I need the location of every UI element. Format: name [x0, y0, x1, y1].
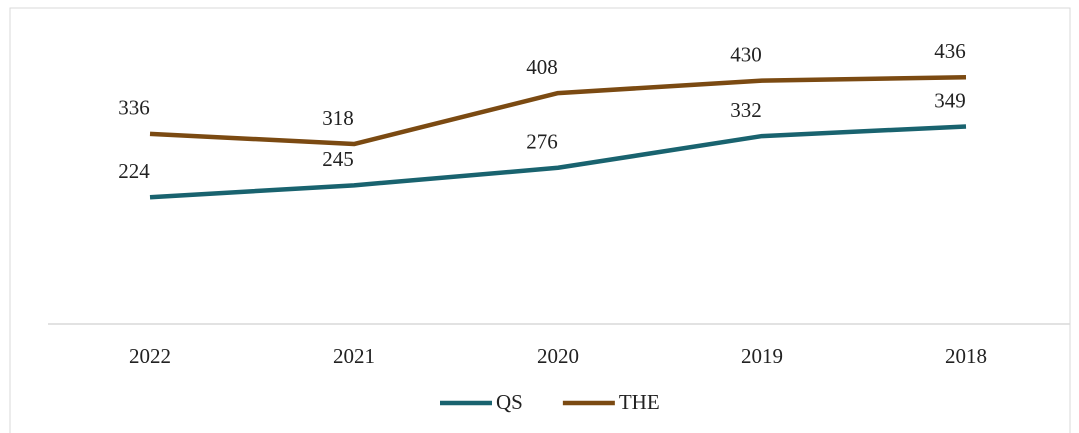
- data-label: 224: [118, 159, 150, 183]
- data-label: 318: [322, 106, 354, 130]
- data-label: 332: [730, 98, 762, 122]
- data-label: 276: [526, 130, 558, 154]
- series-line: [149, 124, 967, 200]
- x-tick-label: 2022: [129, 344, 171, 368]
- data-label: 336: [118, 96, 150, 120]
- data-label: 349: [934, 88, 966, 112]
- x-tick-label: 2018: [945, 344, 987, 368]
- legend-label: QS: [496, 390, 523, 414]
- x-tick-label: 2019: [741, 344, 783, 368]
- chart-frame: [9, 7, 1071, 433]
- data-label: 408: [526, 55, 558, 79]
- x-tick-label: 2021: [333, 344, 375, 368]
- legend-label: THE: [619, 390, 660, 414]
- series-line: [149, 74, 967, 147]
- x-tick-label: 2020: [537, 344, 579, 368]
- data-label: 430: [730, 42, 762, 66]
- data-label: 436: [934, 39, 966, 63]
- data-label: 245: [322, 147, 354, 171]
